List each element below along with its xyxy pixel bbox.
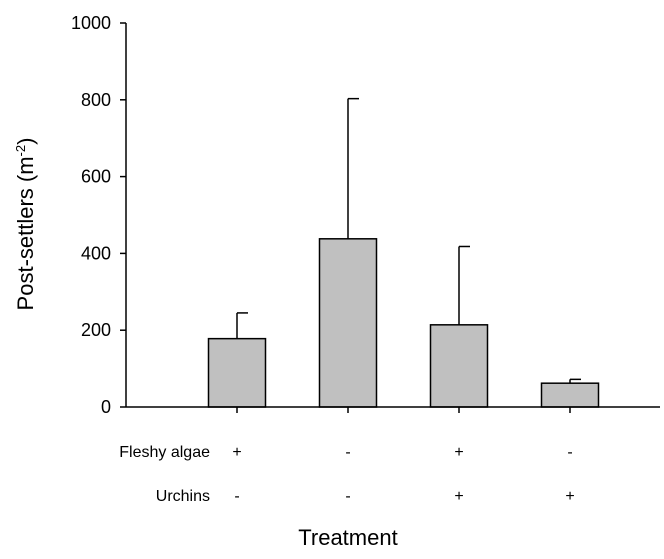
y-axis-title-main: Post-settlers (m bbox=[13, 156, 38, 310]
bar bbox=[207, 337, 267, 408]
x-ticks-layer bbox=[236, 407, 571, 413]
y-tick-label: 800 bbox=[81, 90, 111, 110]
bar bbox=[429, 324, 489, 408]
bar bbox=[318, 238, 378, 408]
bars-layer bbox=[207, 238, 600, 408]
y-tick-label: 200 bbox=[81, 320, 111, 340]
y-tick-label: 400 bbox=[81, 243, 111, 263]
factor-level: + bbox=[565, 488, 574, 505]
y-ticks-layer: 0 200 400 600 800 1000 bbox=[71, 13, 126, 417]
factor-label: Fleshy algae bbox=[119, 444, 210, 461]
y-tick-label: 1000 bbox=[71, 13, 111, 33]
y-axis-title: Post-settlers (m-2) bbox=[13, 138, 38, 311]
factor-table: Fleshy algae + - + - Urchins - - + + bbox=[119, 444, 574, 505]
factor-level: + bbox=[454, 444, 463, 461]
axes-layer bbox=[125, 23, 660, 408]
y-tick-label: 0 bbox=[101, 397, 111, 417]
x-axis-title: Treatment bbox=[298, 525, 397, 550]
y-tick-label: 600 bbox=[81, 167, 111, 187]
factor-level: + bbox=[232, 444, 241, 461]
bar bbox=[540, 382, 600, 408]
factor-level: - bbox=[345, 444, 350, 461]
error-bars-layer bbox=[236, 97, 581, 384]
y-axis-title-superscript: -2 bbox=[13, 145, 28, 157]
factor-level: - bbox=[345, 488, 350, 505]
factor-level: + bbox=[454, 488, 463, 505]
y-axis-title-close: ) bbox=[13, 138, 38, 145]
factor-label: Urchins bbox=[156, 488, 210, 505]
factor-level: - bbox=[234, 488, 239, 505]
factor-level: - bbox=[567, 444, 572, 461]
